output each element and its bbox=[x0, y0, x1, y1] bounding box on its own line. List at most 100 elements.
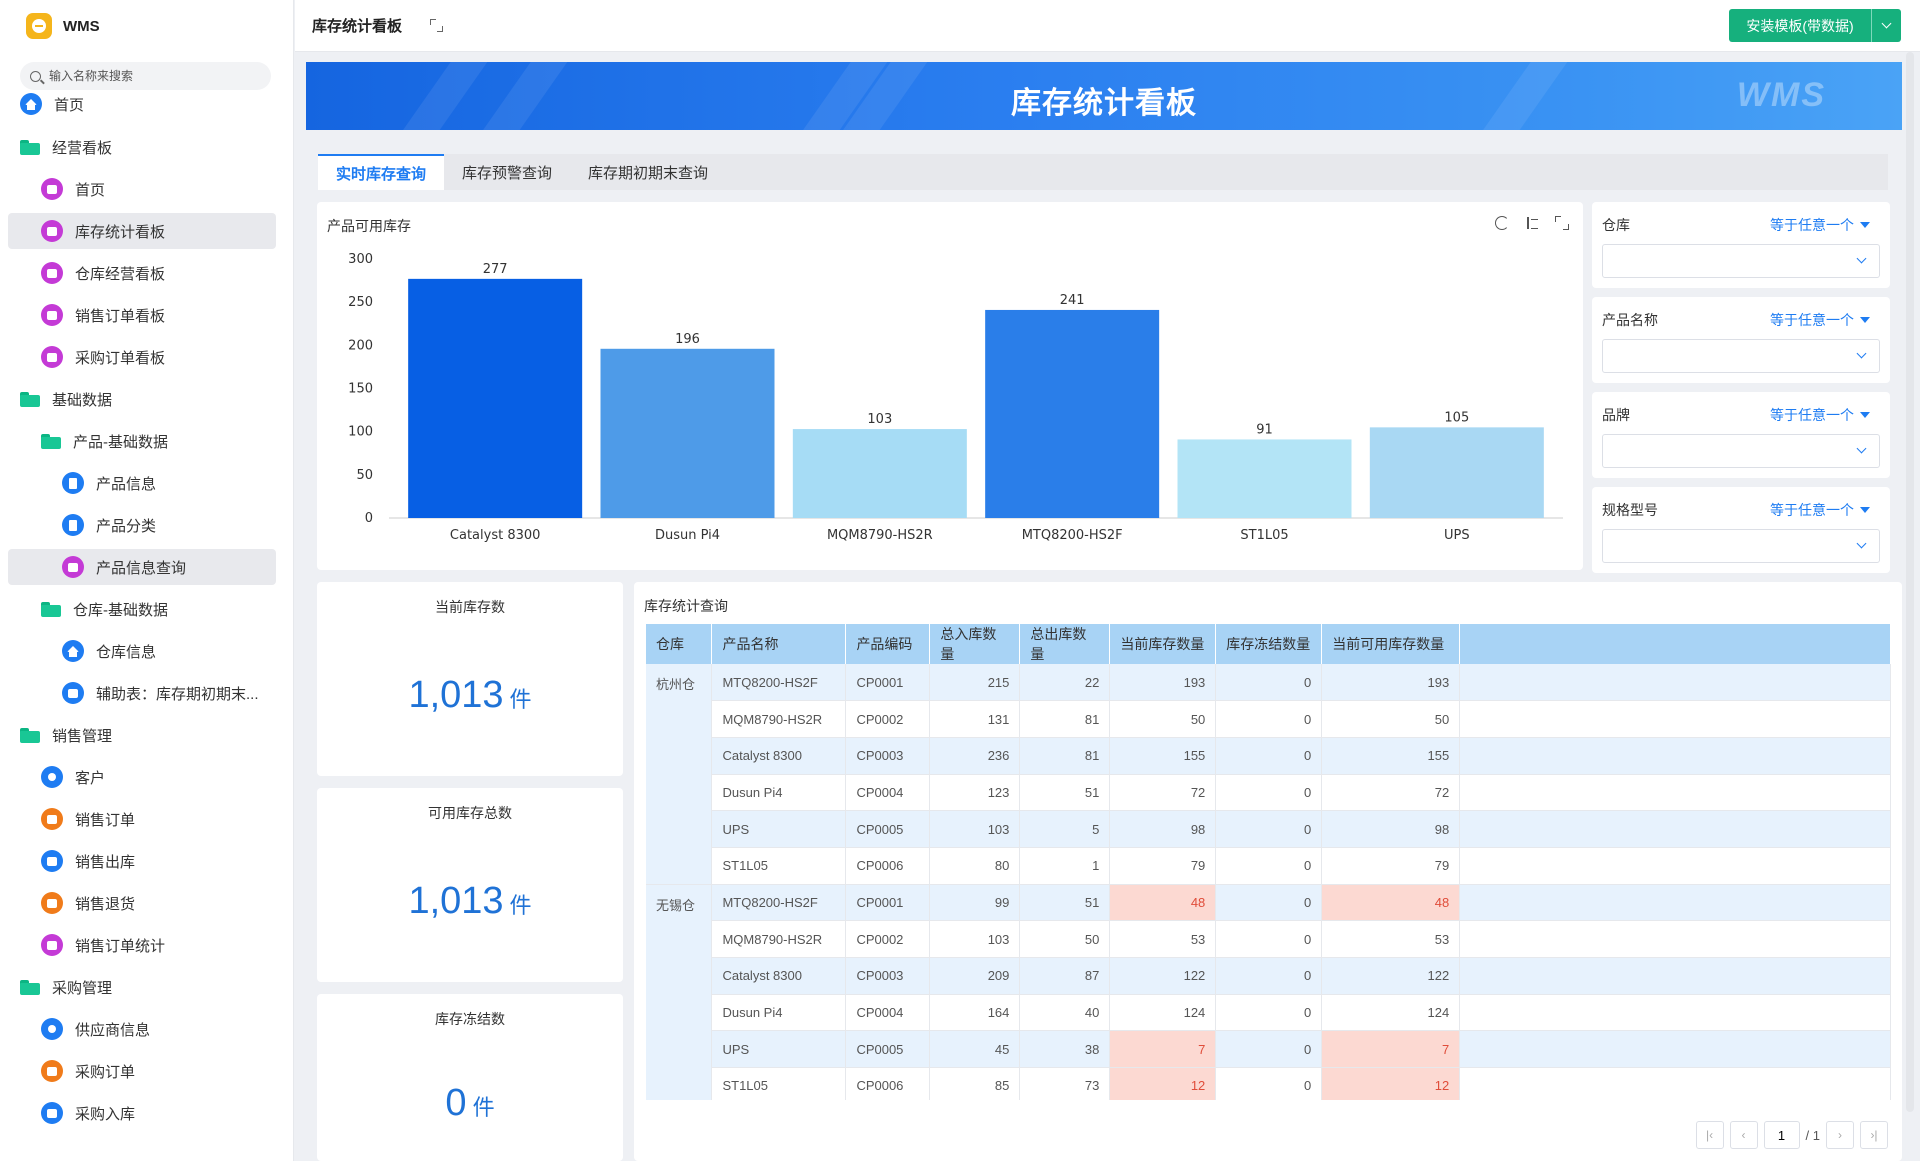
tab-stock-warning[interactable]: 库存预警查询 bbox=[462, 164, 553, 182]
table-row[interactable]: Dusun Pi4 CP0004 164 40 124 0 124 bbox=[646, 994, 1891, 1032]
column-header[interactable]: 产品名称 bbox=[711, 624, 847, 664]
caret-down-icon[interactable] bbox=[1860, 507, 1870, 513]
table-cell: 103 bbox=[929, 920, 1021, 958]
bar[interactable] bbox=[985, 309, 1160, 518]
sidebar-item[interactable]: 产品信息 bbox=[62, 465, 276, 501]
filter-operator[interactable]: 等于任意一个 bbox=[1770, 310, 1870, 330]
sidebar-item[interactable]: 仓库信息 bbox=[62, 633, 276, 669]
table-row[interactable]: 无锡仓 MTQ8200-HS2F CP0001 99 51 48 0 48 bbox=[646, 884, 1891, 1100]
column-header[interactable]: 总入库数量 bbox=[929, 624, 1021, 664]
sidebar-item[interactable]: 销售订单 bbox=[41, 801, 276, 837]
chevron-down-icon[interactable] bbox=[1856, 348, 1867, 359]
table-cell: Dusun Pi4 bbox=[711, 774, 847, 812]
next-page-icon[interactable]: › bbox=[1826, 1121, 1854, 1149]
table-row[interactable]: MQM8790-HS2R CP0002 103 50 53 0 53 bbox=[646, 920, 1891, 958]
fullscreen-icon[interactable] bbox=[1555, 216, 1569, 230]
sidebar-item[interactable]: 销售订单看板 bbox=[41, 297, 276, 333]
kpi-title: 库存冻结数 bbox=[435, 1011, 505, 1027]
table-cell: CP0004 bbox=[845, 774, 931, 812]
caret-down-icon[interactable] bbox=[1860, 412, 1870, 418]
filter-select[interactable] bbox=[1602, 244, 1880, 278]
sidebar-item[interactable]: 采购订单 bbox=[41, 1053, 276, 1089]
sidebar-item[interactable]: 销售管理 bbox=[20, 717, 276, 753]
table-row[interactable]: UPS CP0005 45 38 7 0 7 bbox=[646, 1030, 1891, 1069]
sidebar-item[interactable]: 供应商信息 bbox=[41, 1011, 276, 1047]
filter-operator-label[interactable]: 等于任意一个 bbox=[1770, 312, 1854, 328]
sidebar-item[interactable]: 辅助表：库存期初期末... bbox=[62, 675, 276, 711]
column-header[interactable]: 当前可用库存数量 bbox=[1321, 624, 1461, 664]
tab-stock-period[interactable]: 库存期初期末查询 bbox=[588, 164, 709, 182]
sidebar-item[interactable]: 销售出库 bbox=[41, 843, 276, 879]
column-header[interactable]: 仓库 bbox=[646, 624, 713, 664]
sidebar-search-input[interactable] bbox=[49, 69, 249, 83]
chevron-down-icon[interactable] bbox=[1856, 538, 1867, 549]
sidebar-item[interactable]: 首页 bbox=[41, 171, 276, 207]
filter-operator-label[interactable]: 等于任意一个 bbox=[1770, 502, 1854, 518]
sidebar-item[interactable]: 采购入库 bbox=[41, 1095, 276, 1131]
bar[interactable] bbox=[600, 348, 775, 518]
filter-operator-label[interactable]: 等于任意一个 bbox=[1770, 217, 1854, 233]
sidebar-item[interactable]: 采购订单看板 bbox=[41, 339, 276, 375]
column-header[interactable]: 当前库存数量 bbox=[1109, 624, 1217, 664]
table-scroll[interactable]: 仓库 产品名称 产品编码 总入库数量 总出库数量 当前库存数量 库存冻结数量 当前可用库存数量… bbox=[646, 624, 1891, 1100]
bar[interactable] bbox=[408, 278, 583, 518]
caret-down-icon[interactable] bbox=[1860, 222, 1870, 228]
caret-down-icon[interactable] bbox=[1860, 317, 1870, 323]
filter-operator-label[interactable]: 等于任意一个 bbox=[1770, 407, 1854, 423]
install-template-button[interactable]: 安装模板(带数据) bbox=[1729, 9, 1901, 42]
table-cell: 0 bbox=[1215, 1030, 1323, 1069]
column-header[interactable]: 总出库数量 bbox=[1019, 624, 1111, 664]
filter-operator[interactable]: 等于任意一个 bbox=[1770, 215, 1870, 235]
sidebar-item[interactable]: 销售退货 bbox=[41, 885, 276, 921]
sidebar-item[interactable]: 仓库经营看板 bbox=[41, 255, 276, 291]
filter-operator[interactable]: 等于任意一个 bbox=[1770, 405, 1870, 425]
sidebar-item[interactable]: 产品分类 bbox=[62, 507, 276, 543]
table-row[interactable]: ST1L05 CP0006 85 73 12 0 12 bbox=[646, 1067, 1891, 1100]
sidebar-item[interactable]: 库存统计看板 bbox=[8, 213, 276, 249]
sidebar-item[interactable]: 销售订单统计 bbox=[41, 927, 276, 963]
table-cell-filler bbox=[1459, 700, 1891, 738]
bar[interactable] bbox=[792, 429, 967, 518]
sidebar-item[interactable]: 客户 bbox=[41, 759, 276, 795]
prev-page-icon[interactable]: ‹ bbox=[1729, 1121, 1758, 1149]
chevron-down-icon[interactable] bbox=[1872, 18, 1901, 29]
sidebar-item[interactable]: 产品-基础数据 bbox=[41, 423, 276, 459]
bar[interactable] bbox=[1369, 427, 1544, 518]
column-header[interactable]: 产品编码 bbox=[845, 624, 931, 664]
sort-icon[interactable] bbox=[1525, 216, 1539, 230]
filter-select[interactable] bbox=[1602, 339, 1880, 373]
sidebar-item[interactable]: 首页 bbox=[20, 86, 276, 122]
table-row[interactable]: Catalyst 8300 CP0003 236 81 155 0 155 bbox=[646, 737, 1891, 775]
table-cell: 5 bbox=[1019, 810, 1111, 848]
table-cell: CP0004 bbox=[845, 994, 931, 1032]
refresh-icon[interactable] bbox=[1495, 216, 1509, 230]
install-template-label[interactable]: 安装模板(带数据) bbox=[1746, 17, 1854, 34]
sidebar-item[interactable]: 基础数据 bbox=[20, 381, 276, 417]
filter-operator[interactable]: 等于任意一个 bbox=[1770, 500, 1870, 520]
bar[interactable] bbox=[1177, 439, 1352, 518]
page-scrollbar[interactable] bbox=[1906, 52, 1914, 1112]
sidebar-item[interactable]: 经营看板 bbox=[20, 129, 276, 165]
first-page-icon[interactable]: |‹ bbox=[1695, 1121, 1724, 1149]
table-row[interactable]: UPS CP0005 103 5 98 0 98 bbox=[646, 810, 1891, 848]
chevron-down-icon[interactable] bbox=[1856, 443, 1867, 454]
filter-select[interactable] bbox=[1602, 529, 1880, 563]
chevron-down-icon[interactable] bbox=[1856, 253, 1867, 264]
sidebar-item[interactable]: 采购管理 bbox=[20, 969, 276, 1005]
tab-realtime-stock[interactable]: 实时库存查询 bbox=[318, 154, 445, 190]
table-row[interactable]: Dusun Pi4 CP0004 123 51 72 0 72 bbox=[646, 774, 1891, 812]
table-row[interactable]: MQM8790-HS2R CP0002 131 81 50 0 50 bbox=[646, 700, 1891, 738]
fullscreen-icon[interactable] bbox=[430, 19, 444, 32]
filter-select[interactable] bbox=[1602, 434, 1880, 468]
table-row[interactable]: 杭州仓 MTQ8200-HS2F CP0001 215 22 193 0 193 bbox=[646, 664, 1891, 885]
column-header[interactable]: 库存冻结数量 bbox=[1215, 624, 1323, 664]
sidebar-item[interactable]: 产品信息查询 bbox=[8, 549, 276, 585]
last-page-icon[interactable]: ›| bbox=[1860, 1121, 1888, 1149]
sidebar-item-label: 销售订单统计 bbox=[75, 937, 166, 955]
page-number-input[interactable] bbox=[1763, 1121, 1800, 1149]
sidebar-item-label: 首页 bbox=[75, 181, 106, 199]
table-row[interactable]: ST1L05 CP0006 80 1 79 0 79 bbox=[646, 847, 1891, 885]
sidebar-item-label: 首页 bbox=[54, 96, 85, 114]
sidebar-item[interactable]: 仓库-基础数据 bbox=[41, 591, 276, 627]
table-row[interactable]: Catalyst 8300 CP0003 209 87 122 0 122 bbox=[646, 957, 1891, 995]
